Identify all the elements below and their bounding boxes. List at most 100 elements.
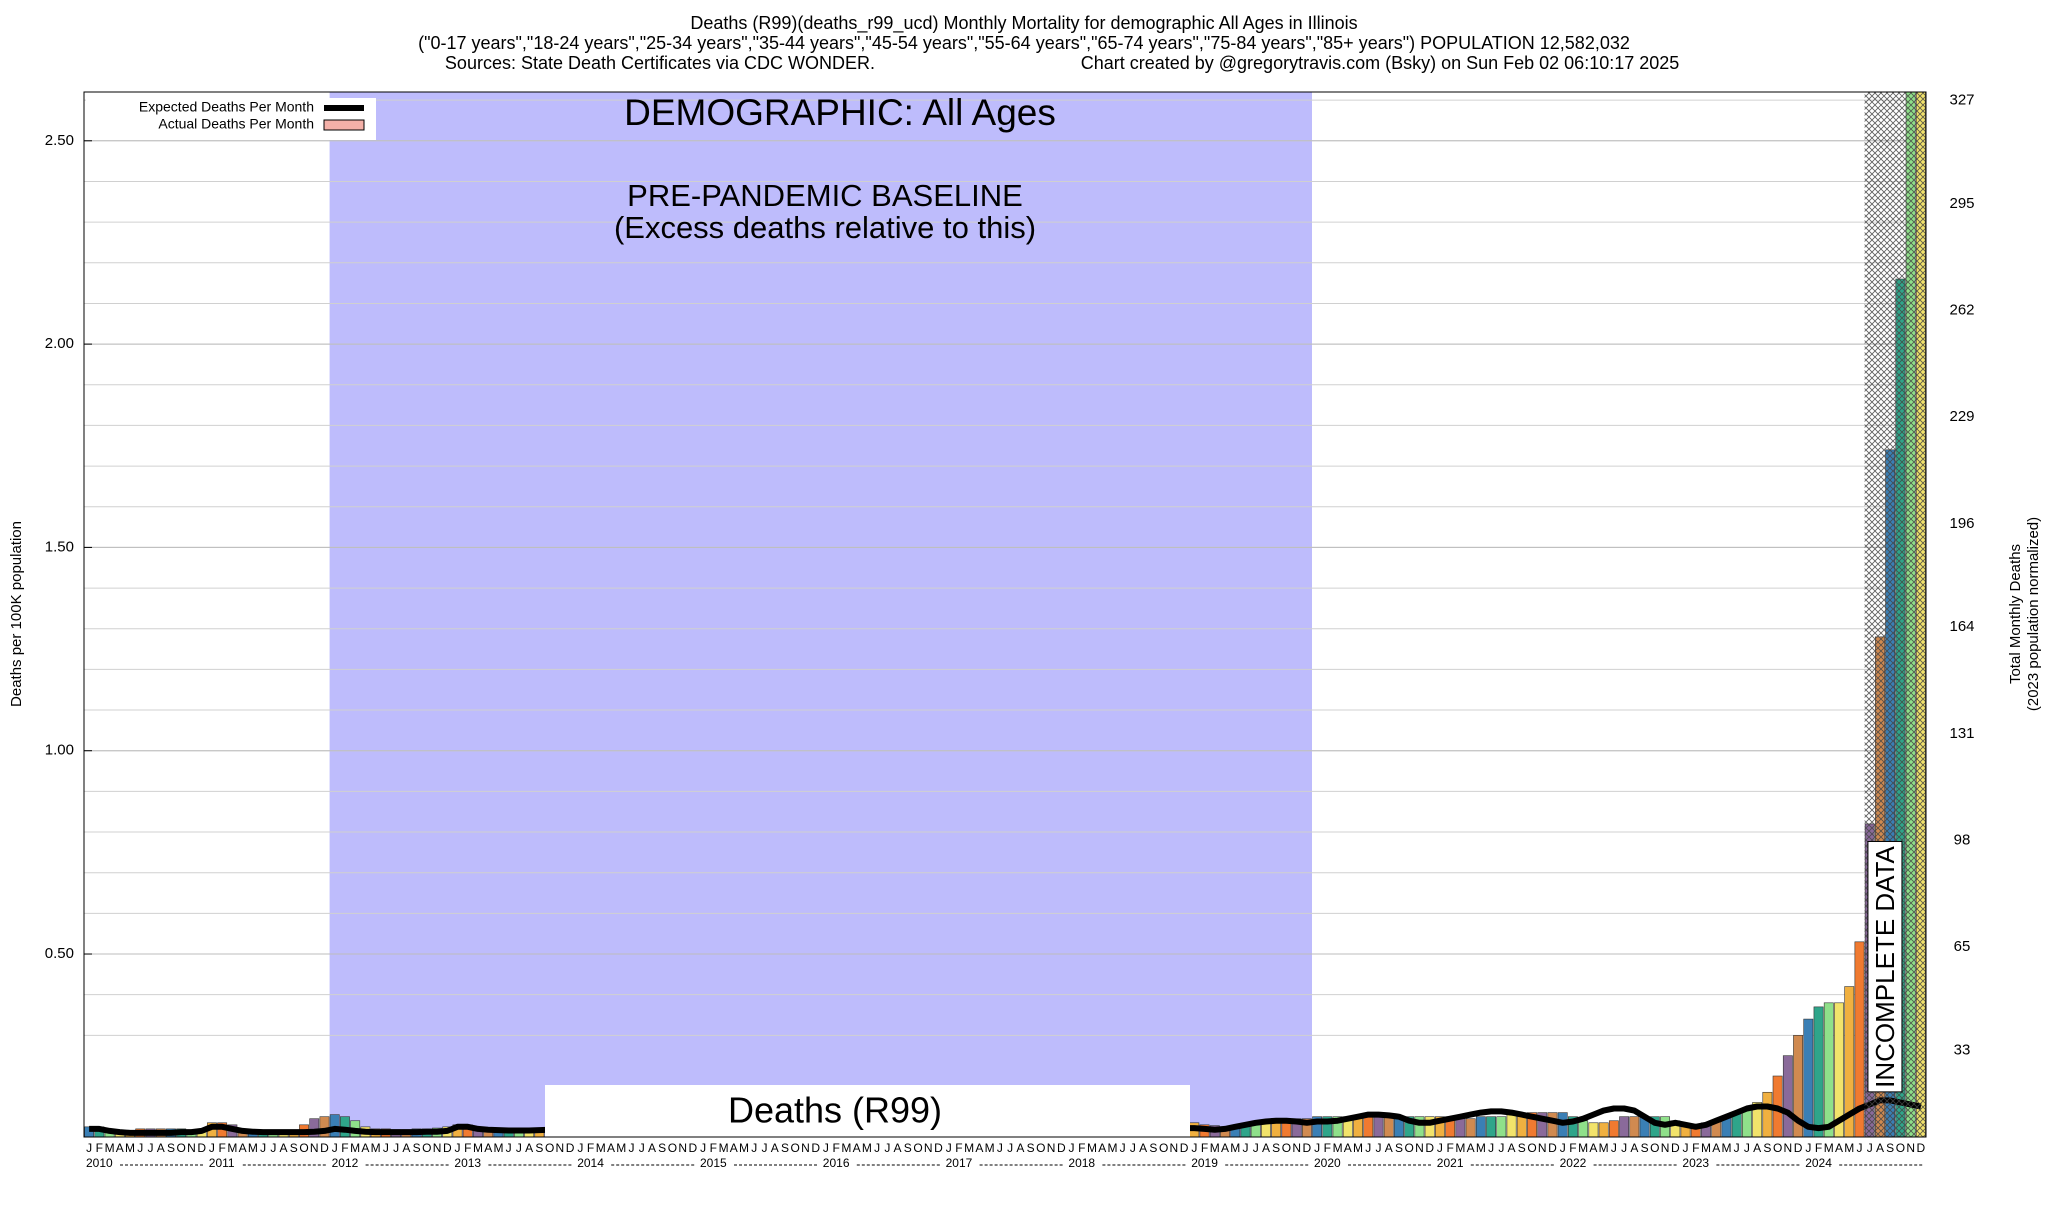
- bar: [1547, 1112, 1558, 1137]
- y2-tick-label: 295: [1949, 195, 1974, 212]
- x-month-label: M: [473, 1141, 483, 1155]
- bar: [1813, 1006, 1824, 1137]
- x-month-label: J: [1560, 1141, 1566, 1155]
- x-month-label: M: [1107, 1141, 1117, 1155]
- x-month-label: J: [137, 1141, 143, 1155]
- x-year-label: 2016: [823, 1156, 850, 1170]
- x-month-label: M: [1476, 1141, 1486, 1155]
- x-month-label: M: [1824, 1141, 1834, 1155]
- x-month-label: M: [125, 1141, 135, 1155]
- bar: [1537, 1112, 1548, 1137]
- bar: [1455, 1118, 1466, 1137]
- x-month-label: J: [823, 1141, 829, 1155]
- x-month-label: A: [525, 1141, 533, 1155]
- x-month-label: N: [924, 1141, 933, 1155]
- x-year-label: 2013: [454, 1156, 481, 1170]
- x-month-label: J: [332, 1141, 338, 1155]
- baseline-sublabel: (Excess deaths relative to this): [614, 210, 1036, 245]
- x-month-label: A: [1508, 1141, 1516, 1155]
- bar: [1312, 1116, 1323, 1137]
- bar: [1322, 1116, 1333, 1137]
- x-month-label: A: [1344, 1141, 1352, 1155]
- x-month-label: O: [1036, 1141, 1045, 1155]
- credit: Chart created by @gregorytravis.com (Bsk…: [1081, 53, 1680, 73]
- x-year-label: 2010: [86, 1156, 113, 1170]
- x-month-label: M: [227, 1141, 237, 1155]
- x-month-label: A: [1876, 1141, 1884, 1155]
- x-month-label: N: [1292, 1141, 1301, 1155]
- x-month-label: F: [710, 1141, 717, 1155]
- baseline-region: [329, 92, 1313, 1137]
- x-month-label: F: [1569, 1141, 1576, 1155]
- x-month-label: D: [1794, 1141, 1803, 1155]
- x-month-label: N: [310, 1141, 319, 1155]
- x-month-label: J: [1120, 1141, 1126, 1155]
- x-month-label: M: [1599, 1141, 1609, 1155]
- x-month-label: S: [904, 1141, 912, 1155]
- x-year-label: 2022: [1560, 1156, 1587, 1170]
- x-month-label: A: [1753, 1141, 1761, 1155]
- baseline-label: PRE-PANDEMIC BASELINE: [627, 178, 1023, 213]
- bar: [1588, 1122, 1599, 1137]
- x-month-label: D: [1671, 1141, 1680, 1155]
- bar: [1782, 1055, 1793, 1137]
- bar: [329, 1114, 340, 1137]
- x-month-label: J: [393, 1141, 399, 1155]
- x-month-label: O: [913, 1141, 922, 1155]
- x-month-label: J: [946, 1141, 952, 1155]
- x-year-label: 2012: [332, 1156, 359, 1170]
- x-month-label: O: [668, 1141, 677, 1155]
- x-month-label: M: [1721, 1141, 1731, 1155]
- legend-label: Expected Deaths Per Month: [139, 99, 314, 115]
- bar: [1373, 1116, 1384, 1137]
- x-month-label: J: [1253, 1141, 1259, 1155]
- x-month-label: M: [985, 1141, 995, 1155]
- x-month-label: M: [1210, 1141, 1220, 1155]
- y2-tick-label: 196: [1949, 515, 1974, 532]
- x-month-label: O: [791, 1141, 800, 1155]
- x-month-label: D: [443, 1141, 452, 1155]
- x-year-label: 2019: [1191, 1156, 1218, 1170]
- y-axis-label: Deaths per 100K population: [8, 521, 25, 707]
- x-month-label: D: [811, 1141, 820, 1155]
- x-month-label: M: [248, 1141, 258, 1155]
- y2-tick-label: 229: [1949, 408, 1974, 425]
- x-month-label: O: [1282, 1141, 1291, 1155]
- x-month-label: S: [658, 1141, 666, 1155]
- y2-tick-label: 131: [1949, 725, 1974, 742]
- legend-swatch: [323, 119, 365, 131]
- x-month-label: J: [1744, 1141, 1750, 1155]
- x-month-label: S: [290, 1141, 298, 1155]
- x-month-label: M: [1087, 1141, 1097, 1155]
- x-month-label: A: [1630, 1141, 1638, 1155]
- x-month-label: J: [1314, 1141, 1320, 1155]
- x-month-label: O: [299, 1141, 308, 1155]
- bar: [1404, 1116, 1415, 1137]
- y-tick-label: 2.00: [45, 335, 74, 352]
- bar: [1578, 1120, 1589, 1137]
- cause-box: [545, 1085, 1190, 1137]
- y-tick-label: 2.50: [45, 132, 74, 149]
- x-month-label: N: [1170, 1141, 1179, 1155]
- bar: [1383, 1116, 1394, 1137]
- y2-axis-sublabel: (2023 population normalized): [2025, 517, 2042, 711]
- x-month-label: J: [383, 1141, 389, 1155]
- x-month-label: F: [464, 1141, 471, 1155]
- bar: [1496, 1116, 1507, 1137]
- x-month-label: J: [751, 1141, 757, 1155]
- x-month-label: S: [1641, 1141, 1649, 1155]
- bar: [1834, 1002, 1844, 1137]
- x-month-label: J: [1611, 1141, 1617, 1155]
- x-month-label: F: [832, 1141, 839, 1155]
- x-month-label: O: [1159, 1141, 1168, 1155]
- chart-subtitle: ("0-17 years","18-24 years","25-34 years…: [418, 33, 1630, 53]
- x-month-label: M: [1353, 1141, 1363, 1155]
- x-month-label: F: [341, 1141, 348, 1155]
- x-month-label: M: [493, 1141, 503, 1155]
- x-month-label: S: [413, 1141, 421, 1155]
- x-month-label: O: [1896, 1141, 1905, 1155]
- x-month-label: N: [678, 1141, 687, 1155]
- plot-frame: [83, 91, 1927, 1138]
- cause-label: Deaths (R99): [728, 1090, 942, 1131]
- x-month-label: J: [1805, 1141, 1811, 1155]
